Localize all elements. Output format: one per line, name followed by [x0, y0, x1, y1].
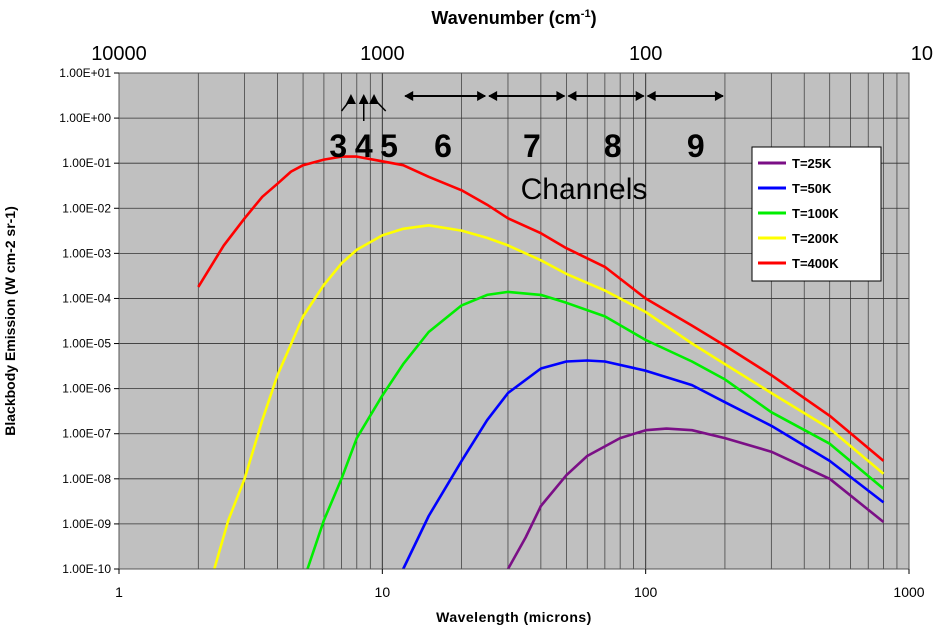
channel-number: 6 [434, 128, 452, 164]
y-tick-label: 1.00E-04 [62, 291, 111, 305]
channel-arrowhead [635, 91, 645, 101]
y-tick-label: 1.00E-08 [62, 472, 111, 486]
channel-number: 4 [355, 128, 373, 164]
channel-number: 5 [380, 128, 398, 164]
x-tick-label: 1 [115, 584, 123, 600]
legend-label: T=25K [792, 156, 832, 171]
channel-arrowhead [556, 91, 566, 101]
series-line-t-400k [197, 155, 885, 462]
channel-3-arrowhead [345, 94, 356, 104]
x-axis-title: Wavelength (microns) [436, 609, 592, 625]
plot-border [118, 72, 910, 570]
channel-number: 7 [523, 128, 541, 164]
top-tick-label: 10 [911, 43, 933, 65]
series-line-t-25k [506, 427, 885, 570]
y-tick-label: 1.00E-09 [62, 517, 111, 531]
y-tick-label: 1.00E-02 [62, 201, 111, 215]
channel-arrowhead [404, 91, 414, 101]
y-tick-label: 1.00E+01 [59, 66, 111, 80]
top-tick-label: 100 [629, 43, 662, 65]
channel-arrowhead [477, 91, 487, 101]
channel-annotations: 3 4 5 6 7 8 9 Channels [329, 91, 724, 206]
gridlines [118, 72, 910, 570]
channel-number: 9 [687, 128, 705, 164]
channel-4-arrowhead [358, 94, 369, 104]
top-axis-title: Wavenumber (cm-1) [431, 8, 596, 28]
x-tick-label: 100 [634, 584, 658, 600]
series-line-t-100k [306, 290, 885, 570]
top-tick-label: 10000 [91, 43, 147, 65]
channel-arrowhead [488, 91, 498, 101]
channel-number: 3 [329, 128, 347, 164]
channels-label: Channels [521, 173, 648, 206]
top-tick-label: 1000 [360, 43, 405, 65]
legend-label: T=400K [792, 256, 839, 271]
x-tick-label: 10 [375, 584, 391, 600]
y-tick-label: 1.00E-03 [62, 246, 111, 260]
y-tick-label: 1.00E-01 [62, 156, 111, 170]
channel-arrowhead [567, 91, 577, 101]
x-tick-label: 1000 [893, 584, 924, 600]
channel-5-arrowhead [369, 94, 380, 104]
series-line-t-200k [213, 224, 885, 570]
series-line-t-50k [402, 359, 885, 570]
y-tick-label: 1.00E-10 [62, 562, 111, 576]
channel-number: 8 [604, 128, 622, 164]
x-tick-labels: 1 10 100 1000 [115, 569, 925, 600]
series-layer [197, 155, 885, 570]
y-tick-label: 1.00E-07 [62, 427, 111, 441]
y-tick-label: 1.00E-06 [62, 382, 111, 396]
legend: T=25K T=50K T=100K T=200K T=400K [751, 146, 882, 282]
y-tick-labels: 1.00E+01 1.00E+00 1.00E-01 1.00E-02 1.00E-03… [59, 66, 119, 576]
top-axis-tick-labels: 10000 1000 100 10 [91, 43, 933, 65]
legend-label: T=200K [792, 231, 839, 246]
y-tick-label: 1.00E-05 [62, 337, 111, 351]
y-tick-label: 1.00E+00 [59, 111, 111, 125]
legend-label: T=100K [792, 206, 839, 221]
channel-arrowhead [646, 91, 656, 101]
legend-label: T=50K [792, 181, 832, 196]
y-axis-title: Blackbody Emission (W cm-2 sr-1) [2, 206, 18, 436]
channel-arrowhead [714, 91, 724, 101]
